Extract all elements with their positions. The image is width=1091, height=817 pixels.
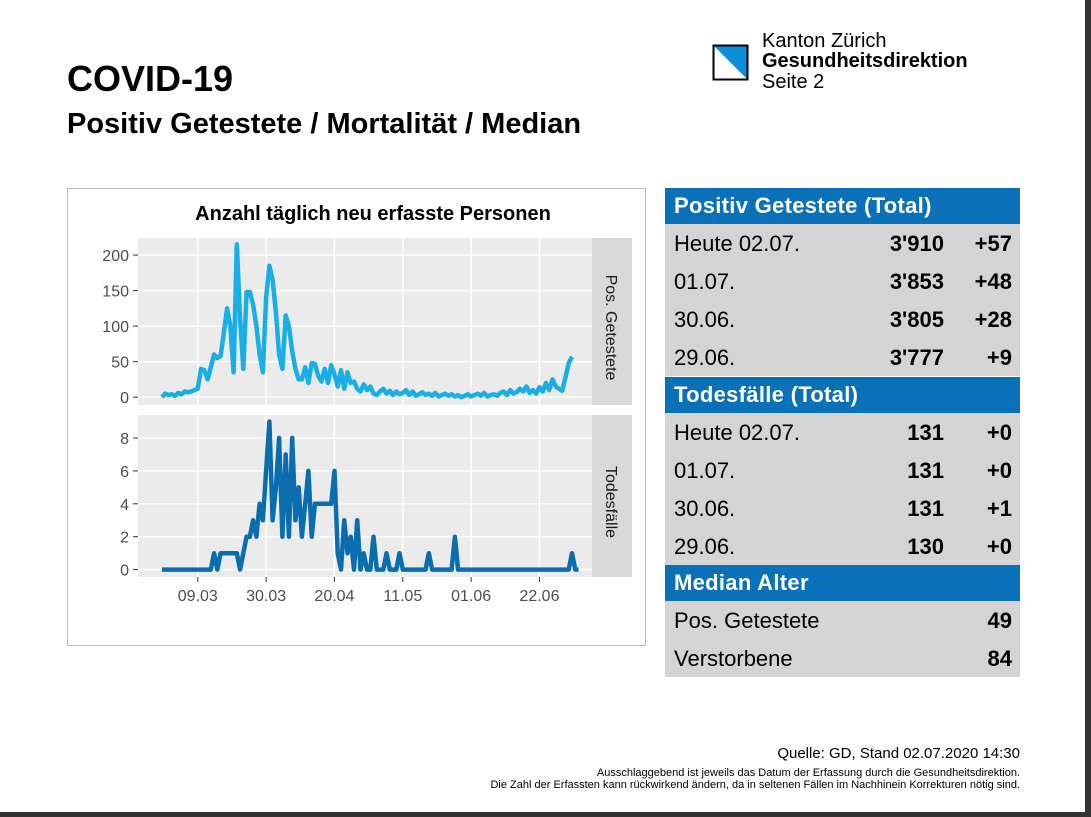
change-value: +9 bbox=[986, 345, 1012, 370]
change-value: +48 bbox=[974, 269, 1012, 294]
footnote: Die Zahl der Erfassten kann rückwirkend … bbox=[490, 779, 1020, 791]
y-tick-label: 8 bbox=[120, 431, 129, 448]
change-value: +0 bbox=[986, 533, 1012, 559]
table-row: 01.07. 3'853 +48 bbox=[665, 262, 1020, 300]
total-value: 3'910 bbox=[889, 231, 944, 256]
median-value: 84 bbox=[987, 646, 1012, 671]
table-row: Heute 02.07. 131 +0 bbox=[665, 412, 1020, 451]
total-value: 3'805 bbox=[889, 307, 944, 332]
facet-label: Pos. Getestete bbox=[602, 275, 619, 381]
row-label: 29.06. bbox=[674, 533, 736, 559]
change-value: +0 bbox=[986, 457, 1012, 483]
total-value: 3'777 bbox=[889, 345, 944, 370]
y-tick-label: 50 bbox=[111, 355, 129, 372]
median-value: 49 bbox=[987, 608, 1012, 633]
section-title: Median Alter bbox=[674, 570, 809, 595]
y-tick-label: 2 bbox=[120, 530, 129, 547]
title: COVID-19 bbox=[67, 58, 234, 99]
table-row: 29.06. 3'777 +9 bbox=[665, 338, 1020, 376]
table-row: Heute 02.07. 3'910 +57 bbox=[665, 224, 1020, 262]
y-tick-label: 4 bbox=[120, 497, 129, 514]
panel-background bbox=[138, 238, 592, 405]
x-tick-label: 09.03 bbox=[178, 588, 218, 605]
line bbox=[162, 419, 579, 572]
row-label: 29.06. bbox=[674, 345, 736, 370]
section-header: Todesfälle (Total) bbox=[665, 376, 1020, 413]
logo-line: Kanton Zürich bbox=[762, 30, 887, 52]
footnote: Ausschlaggebend ist jeweils das Datum de… bbox=[596, 767, 1020, 779]
table-row: 30.06. 131 +1 bbox=[665, 488, 1020, 527]
row-label: 01.07. bbox=[674, 457, 736, 483]
table-row: Pos. Getestete 49 bbox=[665, 601, 1020, 639]
x-tick-label: 20.04 bbox=[314, 588, 354, 605]
subtitle: Positiv Getestete / Mortalität / Median bbox=[67, 108, 582, 140]
logo bbox=[712, 44, 749, 81]
facet-strip bbox=[592, 238, 632, 405]
x-tick-label: 01.06 bbox=[451, 588, 491, 605]
logo-line: Gesundheitsdirektion bbox=[762, 50, 968, 72]
row-label: Heute 02.07. bbox=[674, 419, 800, 445]
chart-title: Anzahl täglich neu erfasste Personen bbox=[195, 203, 551, 225]
change-value: +28 bbox=[974, 307, 1012, 332]
section-title: Todesfälle (Total) bbox=[674, 381, 859, 407]
facet-label: Todesfälle bbox=[602, 466, 619, 538]
section-title: Positiv Getestete (Total) bbox=[674, 193, 932, 218]
table-row: 29.06. 130 +0 bbox=[665, 526, 1020, 565]
x-tick-label: 22.06 bbox=[519, 588, 559, 605]
row-label: 30.06. bbox=[674, 307, 736, 332]
change-value: +0 bbox=[986, 419, 1012, 445]
section-header: Median Alter bbox=[665, 565, 1020, 601]
row-label: 30.06. bbox=[674, 495, 736, 521]
row-label: 01.07. bbox=[674, 269, 736, 294]
facet-strip bbox=[592, 415, 632, 577]
line bbox=[160, 242, 574, 400]
chart: Anzahl täglich neu erfasste Personen 0 50 1… bbox=[67, 188, 646, 646]
row-label: Pos. Getestete bbox=[674, 608, 820, 633]
total-value: 3'853 bbox=[889, 269, 944, 294]
x-tick-label: 30.03 bbox=[246, 588, 286, 605]
y-tick-label: 150 bbox=[102, 284, 129, 301]
table-row: 01.07. 131 +0 bbox=[665, 450, 1020, 489]
section-header: Positiv Getestete (Total) bbox=[665, 188, 1020, 224]
y-tick-label: 6 bbox=[120, 464, 129, 481]
y-tick-label: 0 bbox=[120, 563, 129, 580]
source: Quelle: GD, Stand 02.07.2020 14:30 bbox=[777, 745, 1020, 762]
total-value: 130 bbox=[907, 533, 944, 559]
logo-line: Seite 2 bbox=[762, 71, 825, 93]
y-tick-label: 200 bbox=[102, 248, 129, 265]
table-row: Verstorbene 84 bbox=[665, 639, 1020, 677]
table-row: 30.06. 3'805 +28 bbox=[665, 300, 1020, 338]
y-tick-label: 100 bbox=[102, 319, 129, 336]
change-value: +57 bbox=[974, 231, 1012, 256]
total-value: 131 bbox=[907, 419, 944, 445]
total-value: 131 bbox=[907, 495, 944, 521]
row-label: Verstorbene bbox=[674, 646, 793, 671]
y-tick-label: 0 bbox=[120, 390, 129, 407]
x-tick-label: 11.05 bbox=[383, 588, 422, 605]
row-label: Heute 02.07. bbox=[674, 231, 800, 256]
change-value: +1 bbox=[986, 495, 1012, 521]
total-value: 131 bbox=[907, 457, 944, 483]
panel-background bbox=[138, 415, 592, 577]
summary-table: Positiv Getestete (Total) Heute 02.07. 3'9… bbox=[665, 188, 1020, 679]
